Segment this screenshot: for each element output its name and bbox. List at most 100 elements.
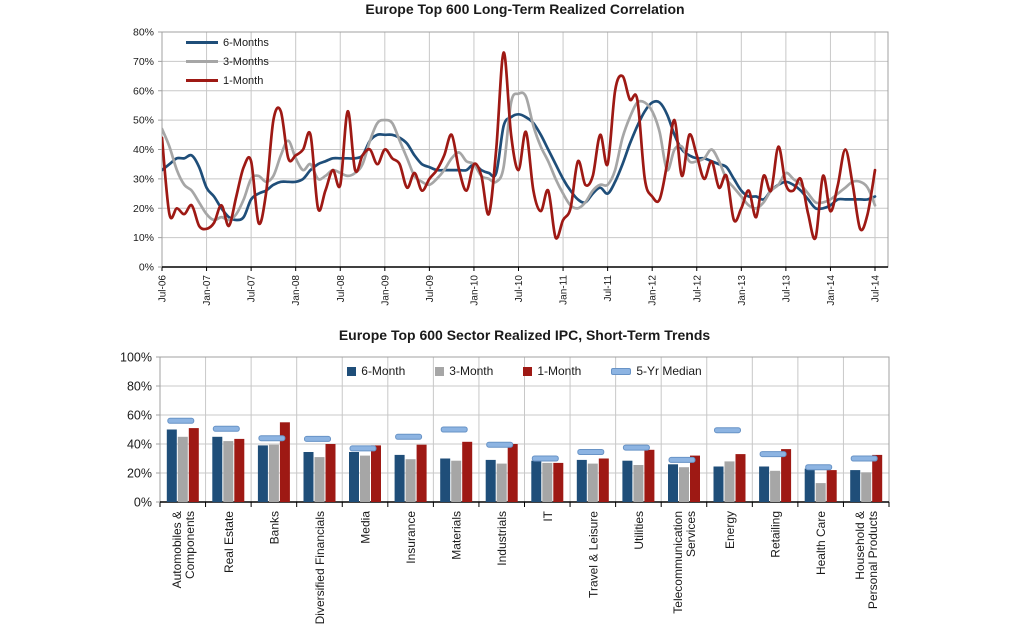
bar-6-month (668, 464, 678, 502)
bar-1-month (416, 444, 427, 502)
x-tick-label: Jan-07 (202, 275, 213, 306)
median-dash-marker (759, 451, 787, 458)
legend-label: 1-Month (537, 364, 582, 378)
legend-label: 6-Months (223, 36, 269, 49)
median-dash-marker (212, 425, 240, 432)
median-dash-marker (531, 455, 559, 462)
top-line-chart: 0% 10% 20% 30% 40% 50% 60% 70% 80% Jul-06 Jan-07 Ju… (133, 27, 889, 306)
x-tick-label: Jan-14 (826, 275, 837, 306)
legend-square-sample-icon (435, 366, 445, 376)
x-tick-label: Jan-11 (559, 275, 570, 305)
median-dash-marker (622, 444, 650, 451)
category-label: Diversified Financials (313, 511, 327, 624)
x-tick-label: Jan-08 (291, 275, 302, 306)
category-label: Utilities (632, 511, 646, 550)
median-dash-marker (850, 455, 878, 462)
legend-label: 3-Months (223, 55, 269, 68)
line-3-months (162, 91, 877, 222)
legend-label: 3-Month (449, 364, 494, 378)
bar-3-month (815, 483, 826, 502)
y-tick-label: 50% (133, 115, 154, 127)
top-chart-legend: 6-Months 3-Months 1-Month (186, 33, 269, 90)
y-tick-label: 0% (139, 262, 154, 274)
bar-1-month (735, 454, 746, 502)
bar-3-month (314, 457, 325, 502)
bar-3-month (679, 467, 689, 502)
bar-3-month (770, 470, 781, 502)
x-tick-label: Jan-12 (648, 275, 659, 306)
median-dash-marker (577, 449, 605, 455)
bar-6-month (576, 459, 587, 502)
category-label: Personal Products (866, 511, 880, 609)
bar-1-month (507, 444, 518, 502)
legend-item-3-months: 3-Months (186, 52, 269, 71)
legend-item-6-month: 6-Month (347, 364, 405, 378)
series-lines (162, 51, 877, 241)
bar-3-month (633, 465, 644, 502)
bar-1-month (553, 462, 564, 502)
x-tick-label: Jul-14 (871, 275, 882, 303)
legend-item-6-months: 6-Months (186, 33, 269, 52)
legend-line-sample-icon (186, 60, 218, 63)
y-tick-label: 70% (133, 56, 154, 68)
bar-6-month (759, 466, 770, 502)
legend-label: 5-Yr Median (636, 364, 702, 378)
y-tick-label: 30% (133, 173, 154, 185)
bar-1-month (371, 445, 381, 502)
category-label: Media (359, 511, 373, 544)
x-tick-label: Jul-09 (425, 275, 436, 303)
x-tick-label: Jul-06 (158, 275, 169, 303)
category-label: Health Care (814, 511, 828, 575)
y-tick-label: 20% (127, 467, 152, 481)
y-tick-label: 40% (127, 438, 152, 452)
legend-square-sample-icon (347, 366, 357, 376)
bar-3-month (223, 441, 234, 502)
legend-item-5-yr-median: 5-Yr Median (611, 364, 702, 378)
category-label: Retailing (769, 511, 783, 558)
bar-1-month (690, 455, 700, 502)
y-tick-label: 10% (133, 232, 154, 244)
bar-6-month (713, 466, 724, 502)
category-label: Telecommunication (671, 511, 685, 614)
bar-6-month (485, 459, 496, 502)
bar-1-month (644, 449, 655, 502)
category-label: Travel & Leisure (586, 511, 600, 598)
bar-3-month (496, 463, 507, 502)
median-dash-marker (714, 427, 741, 434)
bar-3-month (268, 444, 279, 502)
bar-1-month (279, 422, 290, 503)
category-label: Industrials (495, 511, 509, 566)
y-tick-label: 60% (127, 409, 152, 423)
category-label: Automobiles & (170, 511, 184, 588)
y-tick-label: 100% (120, 351, 152, 365)
median-dash-marker (486, 441, 514, 448)
bottom-chart-legend: 6-Month 3-Month 1-Month 5-Yr Median (160, 364, 889, 378)
median-dash-marker (395, 433, 423, 440)
category-label: Components (183, 511, 197, 579)
bar-3-month (360, 455, 370, 502)
top-chart-title: Europe Top 600 Long-Term Realized Correl… (365, 1, 685, 17)
legend-label: 1-Month (223, 74, 264, 87)
legend-item-3-month: 3-Month (435, 364, 493, 378)
bar-3-month (405, 459, 416, 502)
bar-3-month (542, 462, 553, 502)
x-tick-label: Jul-10 (514, 275, 525, 303)
category-label: Household & (853, 511, 867, 580)
legend-item-1-month: 1-Month (523, 364, 581, 378)
bar-3-month (451, 460, 462, 502)
bar-1-month (872, 454, 883, 502)
legend-line-sample-icon (186, 41, 218, 44)
y-tick-label: 60% (133, 85, 154, 97)
bar-6-month (166, 429, 177, 502)
category-label: Real Estate (222, 511, 236, 573)
bar-3-month (861, 472, 872, 502)
y-tick-label: 40% (133, 144, 154, 156)
category-label: Energy (723, 511, 737, 549)
bar-6-month (531, 460, 542, 502)
bar-6-month (257, 445, 268, 502)
legend-square-sample-icon (523, 366, 533, 376)
bottom-bar-chart: 0% 20% 40% 60% 80% 100% Automobiles & Component… (120, 351, 890, 624)
bar-6-month (850, 470, 861, 502)
